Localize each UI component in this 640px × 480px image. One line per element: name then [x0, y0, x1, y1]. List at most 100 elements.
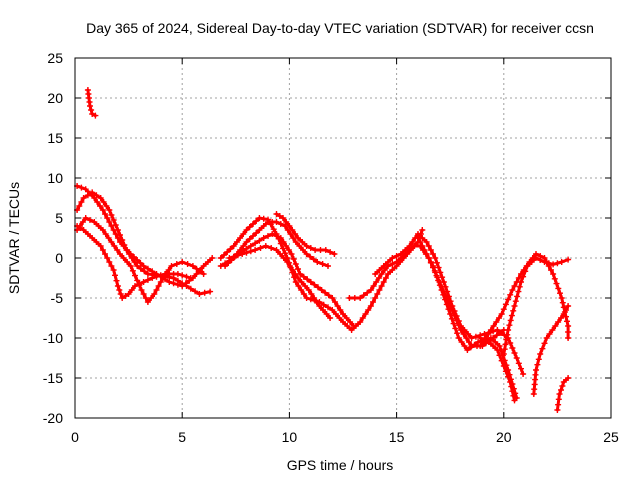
data-point — [559, 299, 566, 306]
data-point — [179, 272, 186, 279]
data-point — [292, 231, 299, 237]
data-point — [515, 288, 522, 295]
data-point — [518, 365, 524, 372]
data-point — [311, 281, 318, 288]
data-point — [563, 307, 569, 313]
data-point — [451, 308, 458, 314]
data-point — [515, 360, 522, 367]
data-point — [256, 215, 263, 221]
data-point — [312, 247, 319, 253]
data-point — [554, 260, 561, 267]
data-point — [108, 263, 115, 269]
data-point — [464, 347, 471, 353]
data-point — [250, 221, 256, 227]
data-point — [502, 301, 509, 308]
y-axis-label: SDTVAR / TECUs — [6, 182, 22, 294]
data-point — [442, 296, 449, 303]
data-point — [88, 107, 95, 113]
data-point — [365, 307, 372, 313]
data-point — [433, 272, 440, 279]
data-point — [137, 265, 144, 272]
data-point — [344, 323, 351, 329]
data-point — [192, 288, 199, 295]
data-point — [381, 267, 388, 273]
data-point — [91, 219, 98, 225]
data-point — [277, 235, 284, 241]
data-point — [553, 280, 560, 287]
series-arc-15 — [477, 251, 572, 349]
data-point — [430, 263, 436, 269]
data-point — [565, 375, 572, 381]
data-point — [193, 265, 200, 272]
data-point — [303, 243, 310, 249]
data-point — [114, 247, 121, 253]
data-point — [450, 320, 457, 327]
data-point — [421, 247, 428, 253]
x-tick-label: 5 — [178, 429, 186, 445]
data-point — [505, 327, 512, 333]
data-point — [99, 247, 106, 253]
data-point — [273, 247, 280, 253]
y-tick-label: 10 — [47, 170, 63, 186]
data-point — [320, 301, 327, 308]
data-point — [565, 256, 572, 263]
data-point — [331, 251, 338, 257]
data-point — [189, 263, 196, 269]
data-point — [246, 224, 253, 230]
data-point — [472, 333, 479, 340]
data-point — [508, 312, 515, 319]
data-point — [430, 251, 436, 257]
data-point — [155, 283, 162, 289]
data-point — [97, 243, 104, 249]
data-point — [373, 279, 380, 285]
data-point — [280, 215, 286, 221]
data-point — [112, 222, 119, 228]
series-arc-3 — [74, 189, 214, 297]
data-point — [295, 283, 302, 289]
data-point — [502, 368, 509, 375]
data-point — [128, 255, 135, 261]
data-point — [463, 335, 470, 341]
data-point — [449, 303, 456, 309]
data-point — [260, 215, 267, 222]
data-point — [79, 219, 86, 225]
data-point — [302, 283, 309, 289]
data-point — [549, 327, 556, 333]
data-point — [427, 247, 434, 253]
data-point — [106, 259, 113, 265]
data-point — [92, 112, 99, 119]
data-point — [174, 277, 181, 284]
data-point — [375, 275, 382, 281]
data-point — [409, 239, 416, 245]
data-point — [425, 255, 432, 261]
data-point — [136, 282, 143, 289]
data-point — [308, 291, 315, 297]
data-point — [222, 263, 229, 269]
y-tick-label: 0 — [55, 250, 63, 266]
data-point — [423, 251, 430, 257]
data-point — [325, 263, 331, 269]
data-point — [494, 347, 501, 353]
data-point — [225, 260, 232, 266]
data-point — [253, 218, 260, 224]
data-point — [496, 352, 503, 359]
data-point — [298, 287, 305, 293]
data-point — [465, 331, 472, 337]
data-point — [159, 275, 166, 281]
data-point — [389, 267, 396, 273]
data-point — [452, 325, 459, 332]
data-point — [284, 259, 291, 265]
data-point — [111, 243, 118, 249]
data-point — [104, 215, 111, 221]
data-point — [132, 283, 138, 289]
data-point — [221, 252, 227, 258]
data-point — [280, 239, 287, 245]
data-point — [557, 290, 563, 297]
data-point — [110, 217, 117, 223]
data-point — [100, 199, 107, 205]
data-point — [226, 255, 233, 261]
data-point — [509, 388, 516, 395]
data-point — [120, 255, 127, 261]
data-point — [511, 283, 518, 289]
data-point — [230, 243, 237, 249]
